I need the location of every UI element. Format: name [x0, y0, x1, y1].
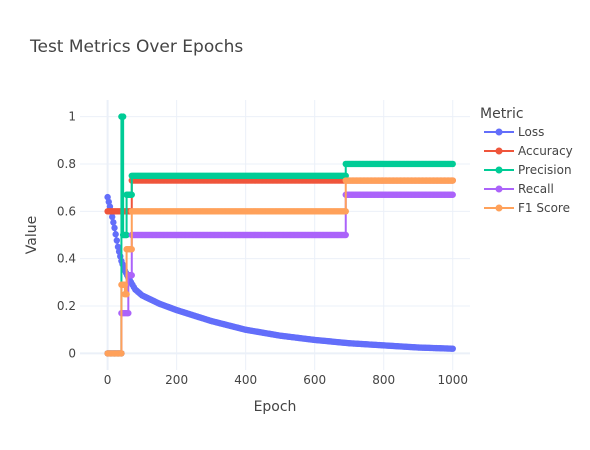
- x-axis-title: Epoch: [254, 399, 297, 415]
- data-point-loss: [109, 213, 116, 221]
- data-point-loss: [111, 224, 118, 232]
- legend-item-accuracy[interactable]: Accuracy: [484, 144, 573, 158]
- x-tick-label: 400: [234, 373, 257, 387]
- legend-item-recall[interactable]: Recall: [484, 182, 554, 196]
- data-point-recall: [128, 272, 135, 279]
- y-tick-label: 0.6: [57, 204, 76, 218]
- legend[interactable]: Metric Loss Accuracy Precision Recall F1 Sco…: [480, 106, 573, 215]
- y-tick-label: 0.4: [57, 252, 76, 266]
- data-point-recall: [449, 191, 456, 198]
- grid: [80, 100, 470, 370]
- legend-swatch-marker: [495, 128, 503, 136]
- legend-swatch-marker: [495, 166, 503, 174]
- series-precision: [104, 113, 456, 357]
- x-tick-label: 800: [372, 373, 395, 387]
- x-tick-label: 200: [165, 373, 188, 387]
- data-point-recall: [342, 231, 349, 239]
- legend-label: Accuracy: [518, 144, 573, 158]
- x-tick-label: 0: [104, 373, 112, 387]
- series-line-recall: [107, 193, 453, 355]
- legend-swatch-marker: [495, 147, 503, 155]
- legend-item-precision[interactable]: Precision: [484, 163, 572, 177]
- x-tick-label: 1000: [437, 373, 468, 387]
- data-point-precision: [119, 113, 127, 120]
- legend-item-loss[interactable]: Loss: [484, 125, 544, 139]
- series-line-f1-score: [107, 179, 453, 355]
- legend-swatch-marker: [495, 185, 503, 193]
- data-point-f1-score: [128, 246, 135, 253]
- data-point-f1-score: [449, 177, 456, 184]
- legend-swatch-marker: [495, 204, 503, 212]
- y-axis-ticks: 0 0.2 0.4 0.6 0.8 1: [57, 110, 76, 361]
- series-loss: [104, 193, 456, 352]
- data-point-precision: [123, 231, 130, 239]
- data-point-f1-score: [342, 208, 349, 215]
- data-point-f1-score: [121, 281, 129, 288]
- series-f1-score: [104, 177, 456, 357]
- data-point-loss: [113, 237, 121, 244]
- series-layer: [104, 113, 456, 357]
- y-tick-label: 0: [68, 346, 76, 360]
- data-point-f1-score: [123, 291, 130, 298]
- legend-label: Recall: [518, 182, 554, 196]
- data-point-loss: [110, 219, 117, 226]
- legend-item-f1-score[interactable]: F1 Score: [484, 201, 570, 215]
- y-tick-label: 0.8: [57, 157, 76, 171]
- x-tick-label: 600: [303, 373, 326, 387]
- data-point-precision: [128, 191, 135, 198]
- y-tick-label: 1: [68, 110, 76, 124]
- chart-title: Test Metrics Over Epochs: [29, 37, 243, 57]
- series-line-loss: [106, 196, 453, 350]
- data-point-loss: [449, 345, 456, 352]
- legend-label: F1 Score: [518, 201, 570, 215]
- data-point-recall: [125, 309, 132, 317]
- data-point-f1-score: [118, 350, 125, 357]
- series-recall: [104, 191, 456, 357]
- legend-label: Precision: [518, 163, 572, 177]
- y-tick-label: 0.2: [57, 299, 76, 313]
- x-axis-ticks: 0 200 400 600 800 1000: [104, 373, 468, 387]
- data-point-precision: [449, 160, 456, 168]
- legend-label: Loss: [518, 125, 544, 139]
- y-axis-title: Value: [24, 216, 40, 254]
- data-point-loss: [112, 231, 119, 238]
- legend-title: Metric: [480, 106, 524, 122]
